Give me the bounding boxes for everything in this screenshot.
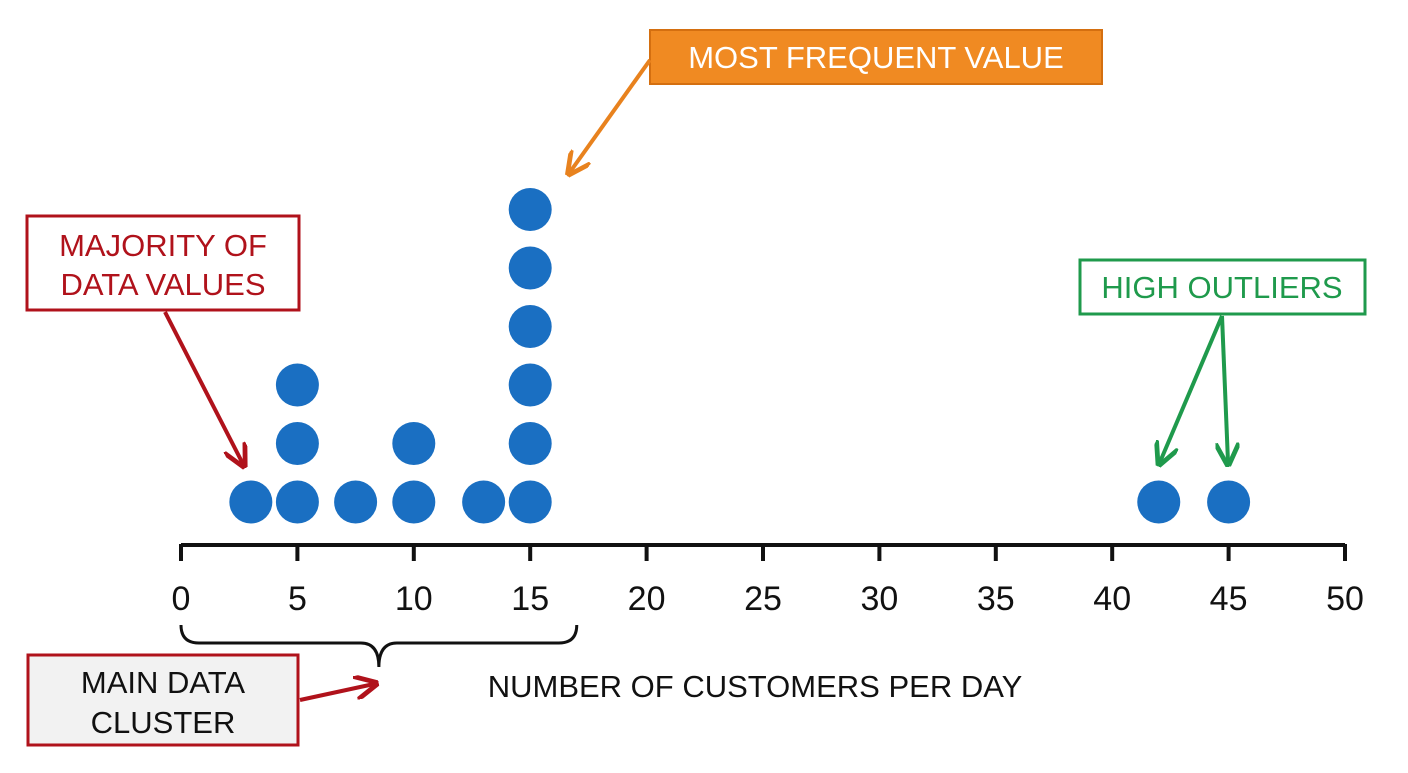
x-tick-label-10: 10 bbox=[395, 580, 433, 618]
x-axis-ticks bbox=[179, 544, 1347, 561]
callout-majority-text-line2: DATA VALUES bbox=[60, 267, 265, 302]
callout-most-frequent: MOST FREQUENT VALUE bbox=[570, 29, 1103, 172]
data-dot-x7.5-1 bbox=[334, 480, 378, 524]
data-dot-x5-3 bbox=[275, 363, 319, 407]
callout-main-cluster-box bbox=[26, 653, 300, 747]
callout-most-frequent-text: MOST FREQUENT VALUE bbox=[688, 40, 1064, 75]
x-tick-label-30: 30 bbox=[860, 580, 898, 618]
data-dot-x3-1 bbox=[229, 480, 273, 524]
callout-high-outliers-arrow-1 bbox=[1160, 315, 1224, 462]
data-dot-x15-3 bbox=[508, 363, 552, 407]
data-dot-x45-1 bbox=[1207, 480, 1251, 524]
callout-high-outliers-box bbox=[1078, 258, 1367, 316]
callout-high-outliers-text: HIGH OUTLIERS bbox=[1101, 270, 1342, 305]
x-tick-label-25: 25 bbox=[744, 580, 782, 618]
main-cluster-bracket bbox=[179, 624, 579, 668]
data-dot-x5-1 bbox=[275, 480, 319, 524]
x-tick-label-5: 5 bbox=[288, 580, 307, 618]
x-tick-label-45: 45 bbox=[1210, 580, 1248, 618]
callout-main-cluster-text-line2: CLUSTER bbox=[91, 705, 236, 740]
callout-majority-box bbox=[25, 214, 301, 312]
data-dots bbox=[229, 188, 1251, 524]
x-tick-label-40: 40 bbox=[1093, 580, 1131, 618]
data-dot-x10-2 bbox=[392, 422, 436, 465]
data-dot-x15-1 bbox=[508, 480, 552, 524]
callout-most-frequent-box bbox=[649, 29, 1103, 85]
callout-majority-arrow bbox=[163, 311, 243, 464]
x-axis-label: NUMBER OF CUSTOMERS PER DAY bbox=[488, 669, 1023, 704]
data-dot-x15-4 bbox=[508, 305, 552, 348]
data-dot-x15-6 bbox=[508, 188, 552, 231]
data-dot-x10-1 bbox=[392, 480, 436, 524]
x-tick-label-20: 20 bbox=[628, 580, 666, 618]
data-dot-x42-1 bbox=[1137, 480, 1181, 524]
data-dot-x13-1 bbox=[462, 480, 506, 524]
callout-main-cluster-text-line1: MAIN DATA bbox=[81, 665, 246, 700]
x-tick-label-15: 15 bbox=[511, 580, 549, 618]
data-dot-x15-2 bbox=[508, 422, 552, 465]
data-dot-x15-5 bbox=[508, 246, 552, 290]
callout-majority-text-line1: MAJORITY OF bbox=[59, 228, 267, 263]
callout-high-outliers-arrow-2 bbox=[1222, 315, 1228, 462]
x-tick-label-0: 0 bbox=[172, 580, 191, 618]
x-axis: 0 5 10 15 20 25 30 35 40 45 50 bbox=[172, 543, 1364, 618]
x-tick-label-50: 50 bbox=[1326, 580, 1364, 618]
callout-majority: MAJORITY OF DATA VALUES bbox=[25, 214, 301, 464]
callout-high-outliers: HIGH OUTLIERS bbox=[1078, 258, 1367, 462]
callout-most-frequent-arrow bbox=[570, 58, 652, 172]
x-tick-label-35: 35 bbox=[977, 580, 1015, 618]
data-dot-x5-2 bbox=[275, 422, 319, 465]
callout-main-cluster: MAIN DATA CLUSTER bbox=[26, 653, 374, 747]
callout-main-cluster-arrow bbox=[299, 684, 374, 702]
x-axis-tick-labels: 0 5 10 15 20 25 30 35 40 45 50 bbox=[172, 580, 1364, 618]
